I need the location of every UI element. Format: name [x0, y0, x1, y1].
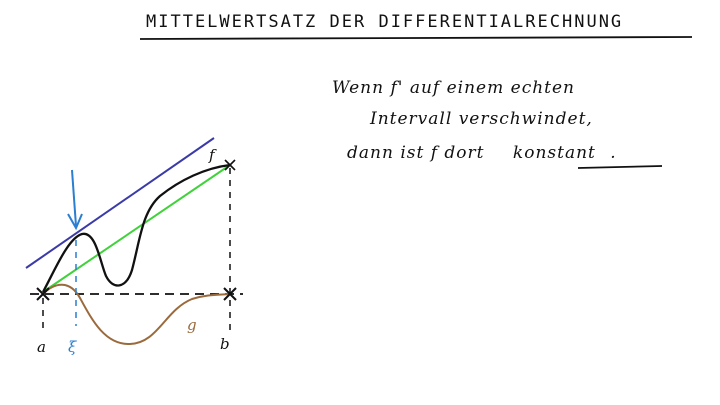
curve-f	[41, 163, 231, 293]
note-line-1: Wenn f' auf einem echten	[332, 78, 575, 98]
note-line-3-prefix: dann ist f dort	[347, 143, 485, 163]
title-underline	[139, 36, 693, 40]
note-period: .	[610, 143, 616, 163]
label-a: a	[37, 338, 46, 356]
cross-f-end	[224, 159, 236, 171]
label-g: g	[187, 316, 197, 334]
tangent-line	[25, 137, 215, 269]
label-b: b	[220, 335, 230, 353]
note-emphasis-word: konstant	[513, 143, 596, 163]
note-line-3: dann ist f dort konstant .	[347, 143, 617, 163]
label-f: f	[208, 146, 217, 164]
cross-a	[36, 287, 50, 301]
curve-g	[42, 283, 231, 346]
note-line-2: Intervall verschwindet,	[369, 109, 593, 129]
xi-arrow-head	[67, 213, 83, 231]
xi-arrow-shaft	[71, 169, 77, 227]
page-title: MITTELWERTSATZ DER DIFFERENTIALRECHNUNG	[146, 12, 623, 32]
secant-line	[42, 164, 231, 293]
emphasis-underline	[577, 165, 663, 169]
cross-b	[223, 287, 237, 301]
label-xi: ξ	[68, 338, 77, 356]
